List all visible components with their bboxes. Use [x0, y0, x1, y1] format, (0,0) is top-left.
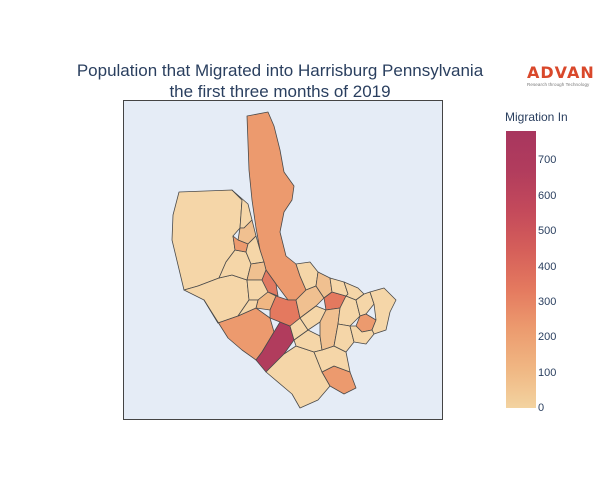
region-e13[interactable] [369, 287, 397, 335]
region-c8[interactable] [261, 269, 279, 297]
colorbar-tick: 600 [538, 190, 557, 202]
region-e14[interactable] [349, 325, 375, 345]
colorbar [506, 131, 536, 408]
colorbar-tick: 100 [538, 367, 557, 379]
colorbar-tick: 700 [538, 154, 557, 166]
region-c10[interactable] [237, 299, 259, 317]
chart-title: Population that Migrated into Harrisburg… [0, 60, 560, 102]
advan-logo: ADVAN Research through Technology [527, 63, 595, 88]
colorbar-tick: 200 [538, 331, 557, 343]
logo-tagline: Research through Technology [527, 82, 590, 87]
logo-wordmark: ADVAN [527, 63, 595, 82]
colorbar-tick: 500 [538, 225, 557, 237]
region-e9[interactable] [333, 323, 355, 353]
colorbar-tick: 300 [538, 296, 557, 308]
colorbar-title: Migration In [505, 110, 568, 124]
region-c9[interactable] [269, 295, 301, 327]
chart-title-line1: Population that Migrated into Harrisburg… [76, 61, 484, 80]
colorbar-tick: 400 [538, 261, 557, 273]
chart-title-line2: the first three months of 2019 [169, 82, 391, 101]
colorbar-tick: 0 [538, 402, 545, 414]
